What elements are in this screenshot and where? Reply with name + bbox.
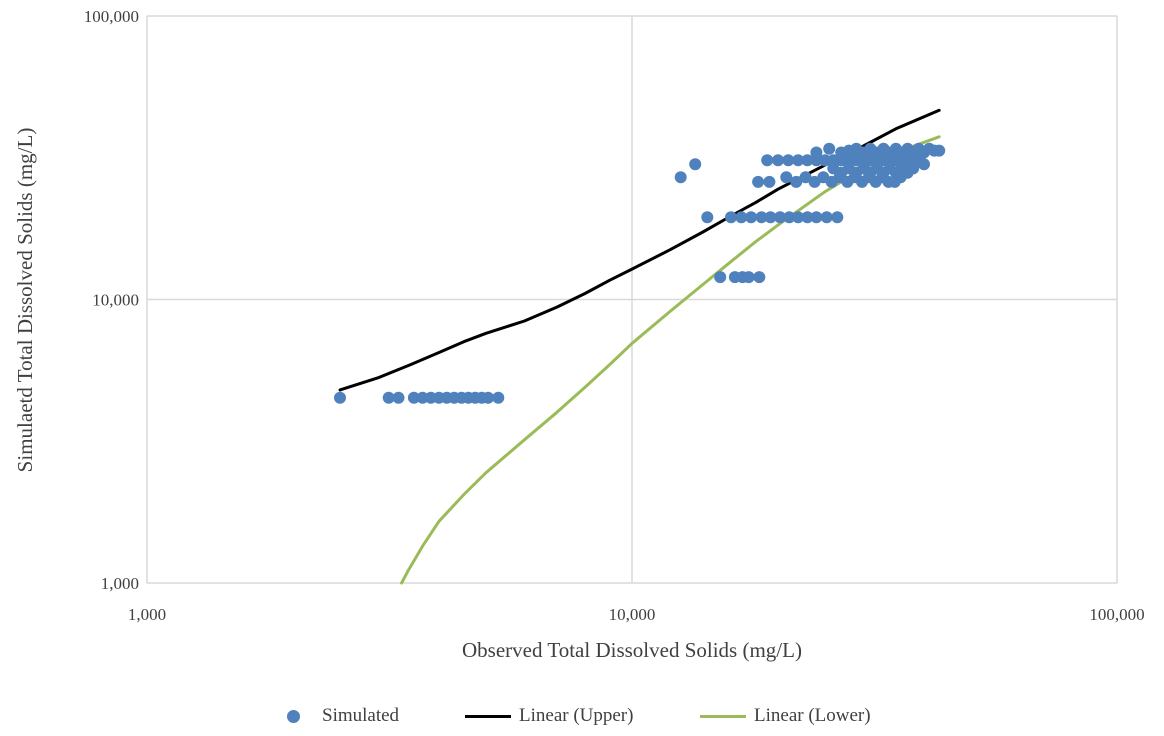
data-point xyxy=(772,154,784,167)
data-point xyxy=(745,211,758,224)
data-point xyxy=(801,154,814,167)
data-point xyxy=(674,171,687,184)
data-point xyxy=(780,171,793,184)
legend-line-linear-lower xyxy=(700,714,746,718)
data-point xyxy=(334,391,346,404)
data-point xyxy=(382,391,395,404)
data-point xyxy=(918,158,930,171)
data-point xyxy=(782,154,795,167)
data-point xyxy=(783,211,796,224)
series-line-linear-lower xyxy=(400,135,941,585)
data-point xyxy=(801,211,814,224)
y-tick-label: 10,000 xyxy=(92,291,139,310)
data-point xyxy=(792,154,805,167)
data-point xyxy=(416,391,429,404)
data-point xyxy=(904,148,917,161)
data-point xyxy=(810,211,823,224)
data-point xyxy=(907,162,920,175)
series-line-linear-upper xyxy=(338,108,941,392)
data-point xyxy=(689,158,702,171)
data-point xyxy=(774,211,787,224)
data-point xyxy=(752,175,765,188)
data-point xyxy=(831,211,844,224)
data-point xyxy=(482,391,495,404)
data-point xyxy=(742,271,755,284)
data-point xyxy=(701,211,714,224)
x-tick-label: 1,000 xyxy=(128,605,166,624)
data-point xyxy=(492,391,505,404)
data-point xyxy=(753,271,766,284)
trend-lines xyxy=(338,108,941,585)
data-point xyxy=(764,211,777,224)
legend-item-linear-lower: Linear (Lower) xyxy=(700,700,871,732)
legend-line-linear-upper xyxy=(465,714,511,718)
legend-label-linear-upper: Linear (Upper) xyxy=(519,705,634,726)
data-point xyxy=(407,391,420,404)
data-point xyxy=(725,211,737,224)
y-tick-label: 100,000 xyxy=(84,7,139,26)
data-point xyxy=(820,211,833,224)
x-tick-label: 10,000 xyxy=(609,605,656,624)
data-point xyxy=(933,144,946,157)
data-point xyxy=(799,171,812,184)
legend-item-simulated: Simulated xyxy=(287,700,399,732)
legend-label-simulated: Simulated xyxy=(322,705,400,726)
gridlines xyxy=(146,15,1118,584)
data-point xyxy=(714,271,727,284)
data-point xyxy=(792,211,805,224)
data-point xyxy=(761,154,774,167)
data-point xyxy=(790,175,803,188)
legend: Simulated Linear (Upper) Linear (Lower) xyxy=(0,700,1164,732)
y-tick-label: 1,000 xyxy=(101,574,139,593)
legend-item-linear-upper: Linear (Upper) xyxy=(465,700,633,732)
y-axis-title: Simulaetd Total Dissolved Solids (mg/L) xyxy=(13,128,37,473)
data-point xyxy=(810,146,823,159)
legend-label-linear-lower: Linear (Lower) xyxy=(754,705,871,726)
x-tick-label: 100,000 xyxy=(1089,605,1144,624)
data-point xyxy=(763,175,776,188)
x-axis-title: Observed Total Dissolved Solids (mg/L) xyxy=(462,638,802,662)
legend-marker-simulated xyxy=(287,709,300,723)
data-point xyxy=(392,391,405,404)
data-point xyxy=(819,154,831,167)
scatter-points xyxy=(334,142,946,404)
data-point xyxy=(823,142,836,155)
data-point xyxy=(735,211,748,224)
x-axis-ticks: 1,000 10,000 100,000 xyxy=(128,605,1145,624)
scatter-chart: 1,000 10,000 100,000 1,000 10,000 100,000 Ob… xyxy=(13,7,1145,662)
y-axis-ticks: 1,000 10,000 100,000 xyxy=(84,7,139,593)
data-point xyxy=(755,211,768,224)
